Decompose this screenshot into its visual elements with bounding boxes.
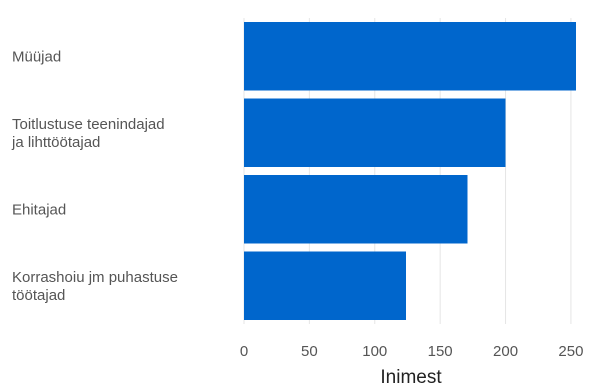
category-label-line: Müüjad: [12, 48, 61, 65]
bars: [244, 21, 577, 321]
x-tick-label: 50: [301, 343, 318, 360]
category-labels: Müüjad Toitlustuse teenindajad ja lihttööt…: [11, 48, 178, 304]
category-label-line: töötajad: [12, 287, 65, 304]
x-tick-label: 250: [558, 343, 583, 360]
category-label-line: Ehitajad: [12, 201, 66, 218]
x-tick-label: 200: [493, 343, 518, 360]
x-tick-label: 150: [428, 343, 453, 360]
category-label-line: Toitlustuse teenindajad: [12, 116, 165, 133]
x-tick-labels: 0 50 100 150 200 250: [240, 343, 584, 360]
category-label: Korrashoiu jm puhastuse töötajad: [12, 269, 178, 304]
bar: [244, 174, 468, 244]
category-label: Toitlustuse teenindajad ja lihttöötajad: [11, 116, 165, 151]
category-label-line: Korrashoiu jm puhastuse: [12, 269, 178, 286]
x-tick-label: 0: [240, 343, 248, 360]
bar: [244, 251, 407, 321]
category-label: Müüjad: [12, 48, 61, 65]
category-label-line: ja lihttöötajad: [11, 134, 100, 151]
bar: [244, 21, 577, 91]
category-label: Ehitajad: [12, 201, 66, 218]
x-axis-title: Inimest: [380, 367, 442, 388]
x-tick-label: 100: [362, 343, 387, 360]
bar: [244, 98, 506, 168]
